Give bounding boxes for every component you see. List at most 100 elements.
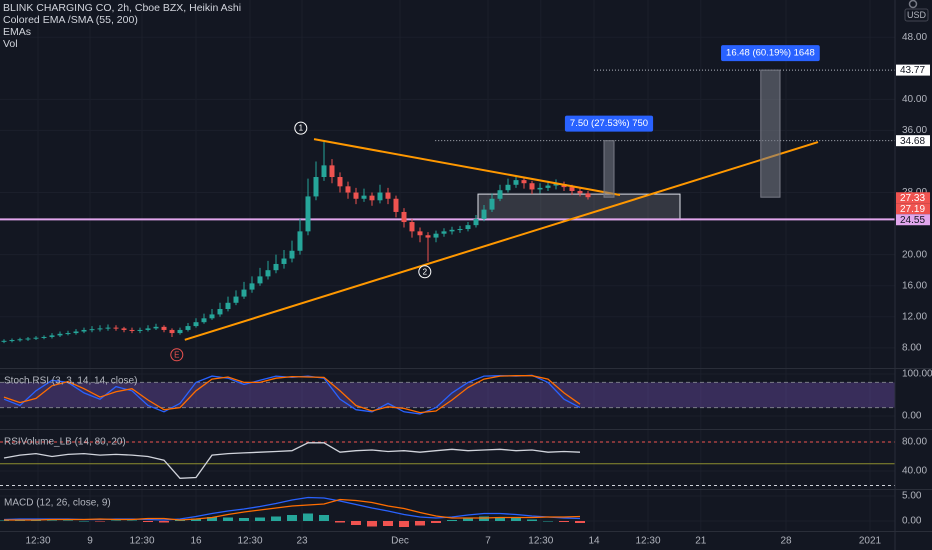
candle-body [225,302,231,309]
y-tick-label: 0.00 [902,516,922,527]
candle-body [393,198,399,212]
histogram-bar [351,521,361,525]
histogram-bar [511,518,521,521]
annotation-label: 2 [423,267,428,276]
trendline [313,138,621,197]
histogram-bar [0,520,9,521]
histogram-bar [255,517,265,521]
histogram-bar [223,517,233,521]
histogram-bar [431,521,441,523]
candle-body [113,327,119,329]
price-label-box [896,64,930,76]
price-label: 34.68 [900,136,925,147]
y-tick-label: 12.00 [902,311,927,322]
range-box [477,193,681,221]
price-label-box [896,203,930,215]
annotation-circle [418,265,432,279]
candle-body [441,231,447,234]
y-tick-label: 40.00 [902,94,927,105]
settings-icon[interactable] [908,0,918,9]
candle-body [153,326,159,329]
candle-body [401,211,407,223]
y-tick-label: 80.00 [902,437,927,448]
candle-body [217,308,223,315]
price-label: 27.33 [900,193,925,204]
price-label-box [896,214,930,226]
candle-body [329,165,335,178]
candle-body [361,195,367,199]
indicator-line [4,498,581,521]
candle-body [273,263,279,271]
histogram-bar [383,521,393,526]
histogram-bar [47,520,57,521]
candle-body [89,329,95,331]
x-tick-label: 14 [588,536,600,547]
x-tick-label: 12:30 [528,536,553,547]
currency-box[interactable] [904,8,929,22]
candle-body [345,186,351,193]
histogram-bar [495,517,505,521]
candle-body [185,326,191,330]
candle-body [169,329,175,334]
candle-body [137,329,143,331]
x-tick-label: 2021 [859,536,882,547]
candle-body [353,192,359,199]
y-tick-label: 40.00 [902,466,927,477]
candle-body [233,296,239,303]
indicator-legend: Colored EMA /SMA (55, 200) [3,14,138,26]
candle-body [65,333,71,335]
histogram-bar [367,521,377,527]
candle-body [417,231,423,236]
histogram-bar [463,518,473,521]
x-tick-label: 12:30 [237,536,262,547]
histogram-bar [239,518,249,521]
currency[interactable]: USD [907,10,927,20]
indicator-title: Stoch RSI (3, 3, 14, 14, close) [4,376,137,387]
y-tick-label: 8.00 [902,342,922,353]
x-tick-label: 7 [485,536,491,547]
candle-body [97,328,103,330]
histogram-bar [111,520,121,521]
candle-body [529,183,535,190]
histogram-bar [447,520,457,521]
candle-body [305,196,311,232]
candle-body [9,340,15,342]
candle-body [177,329,183,334]
candle-body [457,229,463,231]
indicator-title: RSIVolume_LB (14, 80, 20) [4,437,126,448]
histogram-bar [191,518,201,521]
candle-body [433,233,439,238]
x-tick-label: 12:30 [129,536,154,547]
indicator-line [3,374,581,415]
candle-body [385,192,391,199]
axes: 12:30 9 12:30 16 12:30 23 Dec 7 12:30 14 12:30 21 28… [25,32,932,547]
annotation-label: 1 [299,124,304,133]
price-label-box [896,192,930,204]
candle-body [281,258,287,264]
candle-body [489,198,495,210]
gear[interactable] [908,0,918,9]
trendline [184,141,819,341]
candle-body [553,184,559,186]
y-tick-label: 100.00 [902,369,932,380]
candle-body [505,184,511,191]
candle-body [121,328,127,330]
y-tick-label: 0.00 [902,411,922,422]
candle-body [473,218,479,226]
candle-body [81,329,87,332]
candle-body [145,328,151,330]
candle-body [161,326,167,330]
histogram-bar [543,521,553,522]
candle-body [369,195,375,201]
candle-body [409,222,415,232]
y-tick-label: 16.00 [902,280,927,291]
annotation-circle [170,348,184,362]
indicator-line [3,375,581,414]
price-label: 43.77 [900,65,925,76]
x-tick-label: Dec [391,536,409,547]
candle-body [209,314,215,319]
candle-body [73,331,79,334]
